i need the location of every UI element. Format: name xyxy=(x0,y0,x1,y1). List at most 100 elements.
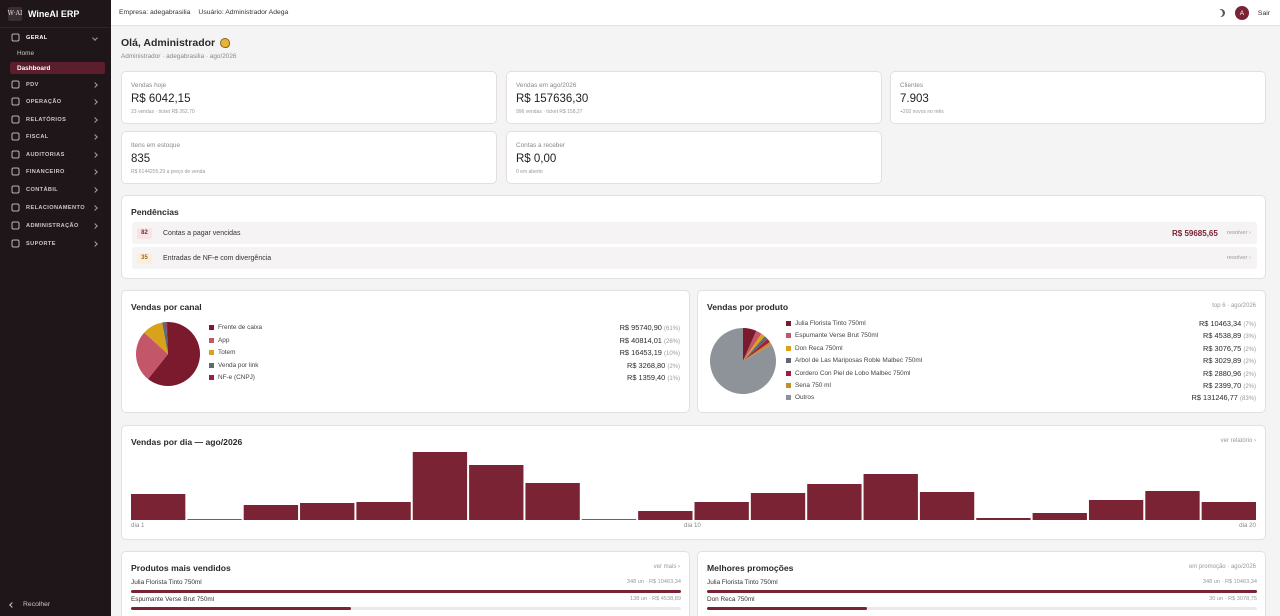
sidebar-group-1[interactable]: PDV xyxy=(0,76,111,93)
canal-slice-2 xyxy=(144,322,168,354)
pendencia-count-badge: 82 xyxy=(137,227,152,239)
legend-swatch xyxy=(786,333,791,339)
legend-value: R$ 3029,89 (2%) xyxy=(1203,356,1256,365)
kpi-card-clientes: Clientes 7.903 +202 novos no mês xyxy=(890,71,1266,124)
value-label: R$ 131246,77 xyxy=(1191,393,1238,403)
help-icon xyxy=(10,239,20,249)
sidebar-group-label: PDV xyxy=(26,81,39,88)
produtos-mais-title: Produtos mais vendidos xyxy=(131,563,231,573)
product-row[interactable]: Julia Florista Tinto 750ml 348 un · R$ 10… xyxy=(707,579,1257,599)
legend-swatch xyxy=(786,321,791,326)
legend-item: Venda por link xyxy=(209,362,259,369)
legend-value: R$ 40814,01 (26%) xyxy=(620,336,680,345)
sidebar-group-label: CONTÁBIL xyxy=(26,186,59,193)
canal-slice-1 xyxy=(136,332,168,379)
bar-dia-3 xyxy=(243,505,299,520)
produto-slice-4 xyxy=(743,339,770,361)
legend-item: App xyxy=(209,337,229,344)
x-label-dia-10: dia 10 xyxy=(684,522,701,529)
legend-swatch xyxy=(786,345,791,351)
legend-label: Cordero Con Piel de Lobo Malbec 750ml xyxy=(795,369,911,377)
legend-item: Don Reca 750ml xyxy=(786,345,843,352)
chevron-left-icon xyxy=(9,601,15,608)
product-row[interactable]: Espumante Verse Brut 750ml 138 un · R$ 45… xyxy=(131,596,681,616)
bar-dia-14 xyxy=(863,474,918,520)
sidebar-group-5[interactable]: AUDITORIAS xyxy=(0,146,111,163)
bar-dia-1 xyxy=(131,494,186,520)
value-label: R$ 2880,96 xyxy=(1203,368,1242,378)
topbar: Empresa: adegabrasilia Usuário: Administ… xyxy=(111,0,1280,26)
book-icon xyxy=(10,185,20,195)
chevron-right-icon xyxy=(92,81,98,88)
canal-slice-0 xyxy=(148,322,200,386)
users-icon xyxy=(10,203,20,213)
sidebar-group-7[interactable]: CONTÁBIL xyxy=(0,181,111,198)
kpi-value: R$ 157636,30 xyxy=(516,93,589,105)
product-share-fill xyxy=(131,607,351,610)
promocoes-title: Melhores promoções xyxy=(707,563,794,573)
sidebar-group-8[interactable]: RELACIONAMENTO xyxy=(0,199,111,216)
vendas-canal-title: Vendas por canal xyxy=(131,302,202,312)
brand[interactable]: W·AI WineAI ERP xyxy=(0,0,111,28)
value-label: R$ 3268,80 xyxy=(627,360,666,370)
resolver-link[interactable]: resolver › xyxy=(1226,255,1251,261)
avatar[interactable]: A xyxy=(1234,6,1249,20)
pendencia-row[interactable]: 82 Contas a pagar vencidas R$ 59685,65 reso… xyxy=(132,222,1257,244)
ver-mais-link[interactable]: ver mais › xyxy=(653,564,680,570)
collapse-sidebar-button[interactable]: Recolher xyxy=(9,601,50,608)
kpi-label: Clientes xyxy=(900,82,924,89)
sidebar-item-dashboard[interactable]: Dashboard xyxy=(10,62,105,74)
vendas-produto-card: Vendas por produto top 6 · ago/2026 Juli… xyxy=(697,290,1266,413)
sidebar-item-home[interactable]: Home xyxy=(17,49,35,57)
sidebar-group-9[interactable]: ADMINISTRAÇÃO xyxy=(0,217,111,234)
legend-value: R$ 16453,19 (10%) xyxy=(620,348,680,357)
logout-link[interactable]: Sair xyxy=(1257,9,1270,17)
sidebar-group-6[interactable]: FINANCEIRO xyxy=(0,163,111,180)
chevron-right-icon xyxy=(92,98,98,105)
sidebar-group-2[interactable]: OPERAÇÃO xyxy=(0,93,111,110)
kpi-label: Vendas hoje xyxy=(131,82,167,89)
product-row[interactable]: Julia Florista Tinto 750ml 348 un · R$ 10… xyxy=(131,579,681,599)
sidebar-group-label: RELATÓRIOS xyxy=(26,116,67,123)
sidebar-group-4[interactable]: FISCAL xyxy=(0,128,111,145)
pct-label: (83%) xyxy=(1239,396,1256,403)
chevron-right-icon xyxy=(92,240,98,247)
kpi-sub: 0 em aberto xyxy=(516,169,543,175)
kpi-value: R$ 6042,15 xyxy=(131,93,191,105)
product-share-track xyxy=(131,590,681,593)
bar-dia-12 xyxy=(750,493,806,520)
receipt-icon xyxy=(10,132,20,142)
bar-dia-13 xyxy=(807,484,862,520)
sidebar-group-0[interactable]: GERAL xyxy=(0,29,111,46)
ver-relatorio-link[interactable]: ver relatório › xyxy=(1220,438,1256,444)
chevron-right-icon xyxy=(92,204,98,211)
legend-item: Cordero Con Piel de Lobo Malbec 750ml xyxy=(786,370,910,377)
vendas-produto-link[interactable]: top 6 · ago/2026 xyxy=(1212,303,1256,309)
vendas-canal-card: Vendas por canal Frente de caixa R$ 95740… xyxy=(121,290,690,413)
product-meta: 348 un · R$ 10463,34 xyxy=(626,579,681,585)
sidebar-group-label: FISCAL xyxy=(26,133,49,140)
sidebar-group-10[interactable]: SUPORTE xyxy=(0,235,111,252)
legend-label: Outros xyxy=(795,394,815,402)
product-name: Espumante Verse Brut 750ml xyxy=(131,596,215,603)
greeting-text: Olá, Administrador xyxy=(121,37,216,49)
pendencia-row[interactable]: 35 Entradas de NF-e com divergência resolv… xyxy=(132,247,1257,269)
chevron-right-icon xyxy=(92,186,98,193)
wallet-icon xyxy=(10,167,20,177)
product-name: Julia Florista Tinto 750ml xyxy=(707,579,778,586)
box-icon xyxy=(10,97,20,107)
pct-label: (26%) xyxy=(663,338,680,345)
moon-icon[interactable] xyxy=(1216,8,1226,18)
sidebar-group-3[interactable]: RELATÓRIOS xyxy=(0,111,111,128)
promocoes-link[interactable]: em promoção · ago/2026 xyxy=(1188,564,1256,570)
product-row[interactable]: Don Reca 750ml 30 un · R$ 3078,75 xyxy=(707,596,1257,616)
product-name: Don Reca 750ml xyxy=(707,596,755,603)
produtos-mais-vendidos-card: Produtos mais vendidos ver mais › Julia … xyxy=(121,551,690,616)
legend-swatch xyxy=(209,337,214,343)
bar-dia-8 xyxy=(525,483,580,520)
legend-label: NF-e (CNPJ) xyxy=(218,374,255,382)
sidebar-group-label: AUDITORIAS xyxy=(26,151,65,158)
resolver-link[interactable]: resolver › xyxy=(1226,230,1251,236)
produto-slice-6 xyxy=(710,328,776,394)
cart-icon xyxy=(10,80,20,90)
